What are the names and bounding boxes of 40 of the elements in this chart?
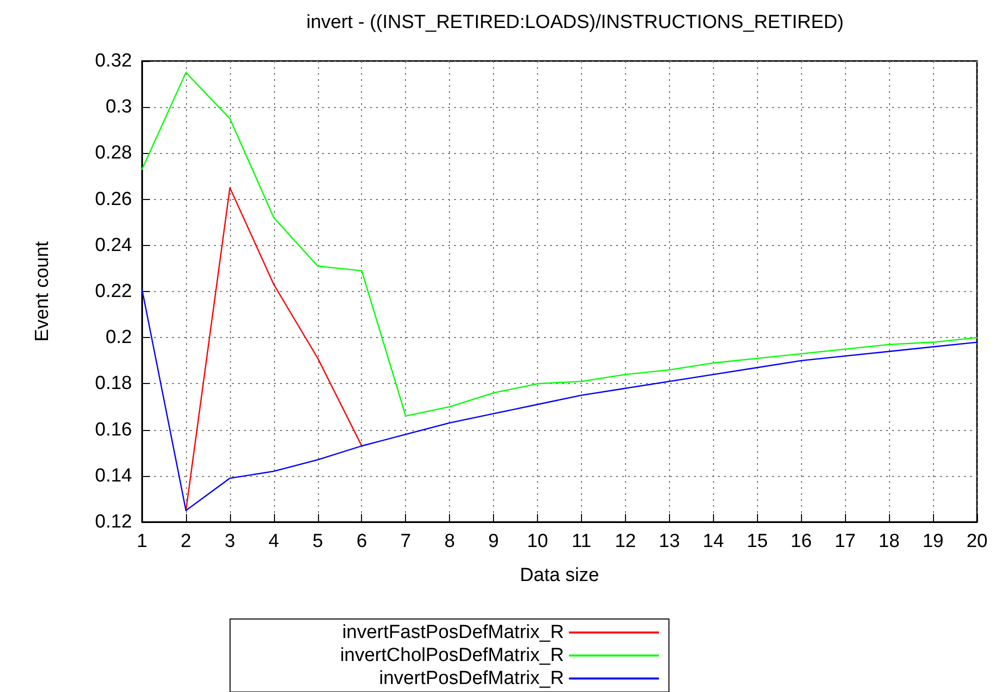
x-tick-label: 12 (614, 531, 636, 552)
y-tick-label: 0.26 (95, 188, 132, 210)
x-tick-label: 20 (966, 531, 988, 552)
y-axis-title: Event count (32, 240, 53, 342)
y-tick-label: 0.28 (95, 142, 132, 164)
y-tick-label: 0.16 (95, 419, 132, 440)
x-tick-label: 18 (878, 531, 900, 552)
line-series (185, 187, 362, 512)
x-tick-label: 3 (224, 531, 236, 552)
x-tick-label: 5 (312, 531, 324, 552)
x-tick-label: 19 (922, 531, 944, 552)
y-tick-label: 0.32 (95, 50, 132, 72)
x-tick-label: 9 (488, 531, 499, 552)
y-tick-label: 0.2 (106, 327, 132, 348)
legend-label: invertPosDefMatrix_R (379, 668, 564, 689)
y-tick-label: 0.12 (95, 512, 132, 532)
legend-label: invertCholPosDefMatrix_R (340, 645, 564, 666)
chart-title: invert - ((INST_RETIRED:LOADS)/INSTRUCTIONS_RETIRED) (306, 12, 844, 33)
x-tick-label: 14 (702, 531, 724, 552)
x-tick-label: 13 (658, 531, 680, 552)
x-tick-label: 1 (136, 531, 148, 552)
line-series (141, 72, 978, 417)
x-tick-label: 16 (790, 531, 812, 552)
y-tick-label: 0.18 (95, 373, 132, 394)
x-tick-label: 6 (356, 531, 368, 552)
x-tick-label: 17 (834, 531, 856, 552)
y-tick-label: 0.3 (106, 96, 132, 118)
line-series (141, 288, 978, 512)
y-tick-label: 0.14 (95, 465, 132, 486)
x-tick-label: 2 (180, 531, 192, 552)
y-tick-label: 0.24 (95, 234, 132, 256)
x-tick-label: 7 (400, 531, 411, 552)
x-axis-title: Data size (520, 565, 600, 586)
legend-label: invertFastPosDefMatrix_R (342, 622, 564, 643)
y-tick-label: 0.22 (95, 281, 132, 302)
x-tick-label: 11 (572, 531, 592, 552)
x-tick-label: 10 (526, 531, 548, 552)
x-tick-label: 15 (746, 531, 768, 552)
x-tick-label: 4 (268, 531, 280, 552)
x-tick-label: 8 (444, 531, 455, 552)
